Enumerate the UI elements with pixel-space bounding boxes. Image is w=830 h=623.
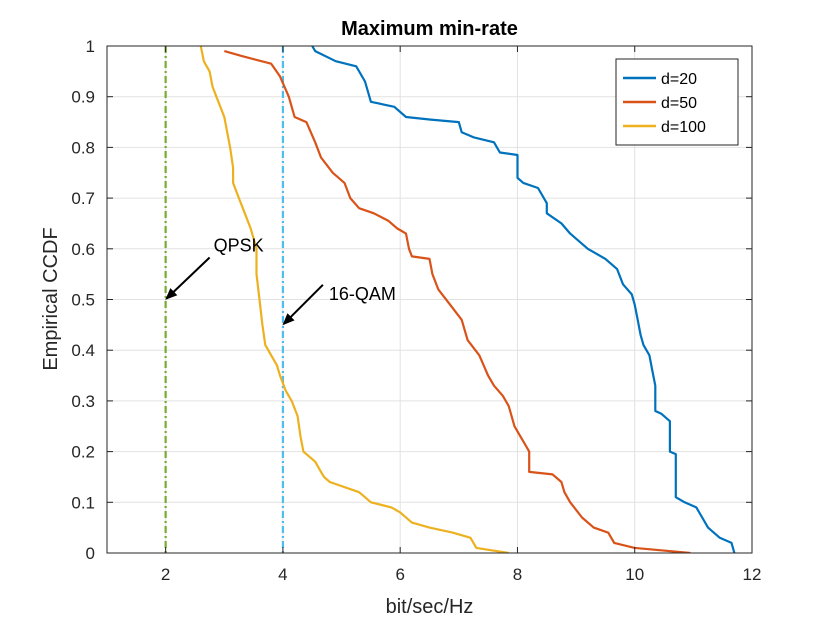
x-axis-label: bit/sec/Hz <box>386 596 474 618</box>
x-tick-label: 12 <box>743 565 762 584</box>
y-tick-label: 0.3 <box>71 392 95 411</box>
series-line-d=20 <box>311 46 736 553</box>
y-tick-label: 1 <box>86 37 95 56</box>
legend-label: d=50 <box>661 95 697 112</box>
qpsk-annotation-label: QPSK <box>214 236 264 256</box>
x-tick-label: 10 <box>625 565 644 584</box>
y-tick-label: 0 <box>86 544 95 563</box>
x-tick-label: 4 <box>278 565 287 584</box>
y-tick-label: 0.1 <box>71 493 95 512</box>
series-line-d=100 <box>199 46 509 553</box>
legend: d=20 d=50 d=100 <box>615 58 739 146</box>
16qam-annotation-label: 16-QAM <box>329 284 396 304</box>
ticks: 2 4 6 8 10 12 0 0.1 0.2 0.3 0.4 0.5 0.6 0.7 0.8 0.9 1 <box>71 37 761 584</box>
annotations: QPSK 16-QAM <box>165 236 396 326</box>
x-tick-label: 6 <box>395 565 404 584</box>
y-tick-label: 0.9 <box>71 88 95 107</box>
qpsk-annotation-arrow <box>165 256 211 300</box>
series-line-d=50 <box>223 50 691 553</box>
y-tick-label: 0.2 <box>71 443 95 462</box>
series-group <box>199 46 736 553</box>
y-tick-label: 0.7 <box>71 189 95 208</box>
y-tick-label: 0.8 <box>71 138 95 157</box>
legend-label: d=100 <box>661 119 706 136</box>
y-tick-label: 0.5 <box>71 291 95 310</box>
y-tick-label: 0.6 <box>71 240 95 259</box>
x-tick-label: 2 <box>161 565 170 584</box>
grid <box>107 45 753 554</box>
x-tick-label: 8 <box>513 565 522 584</box>
chart-title: Maximum min-rate <box>341 18 518 40</box>
16qam-annotation-arrow <box>282 284 324 326</box>
y-tick-label: 0.4 <box>71 341 95 360</box>
reference-lines <box>164 46 285 553</box>
legend-label: d=20 <box>661 71 697 88</box>
y-axis-label: Empirical CCDF <box>40 227 62 370</box>
